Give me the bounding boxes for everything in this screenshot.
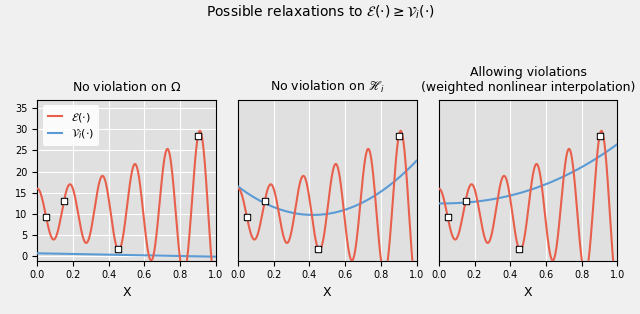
X-axis label: X: X [524, 286, 532, 299]
X-axis label: X: X [323, 286, 332, 299]
Title: No violation on $\Omega$: No violation on $\Omega$ [72, 80, 181, 94]
Title: No violation on $\mathscr{H}_i$: No violation on $\mathscr{H}_i$ [270, 79, 385, 95]
Title: Allowing violations
(weighted nonlinear interpolation): Allowing violations (weighted nonlinear … [421, 66, 636, 94]
X-axis label: X: X [122, 286, 131, 299]
Text: Possible relaxations to $\mathcal{E}(\cdot) \geq \mathcal{V}_i(\cdot)$: Possible relaxations to $\mathcal{E}(\cd… [205, 3, 435, 20]
Legend: $\mathcal{E}(\cdot)$, $\mathcal{V}_i(\cdot)$: $\mathcal{E}(\cdot)$, $\mathcal{V}_i(\cd… [43, 105, 99, 146]
